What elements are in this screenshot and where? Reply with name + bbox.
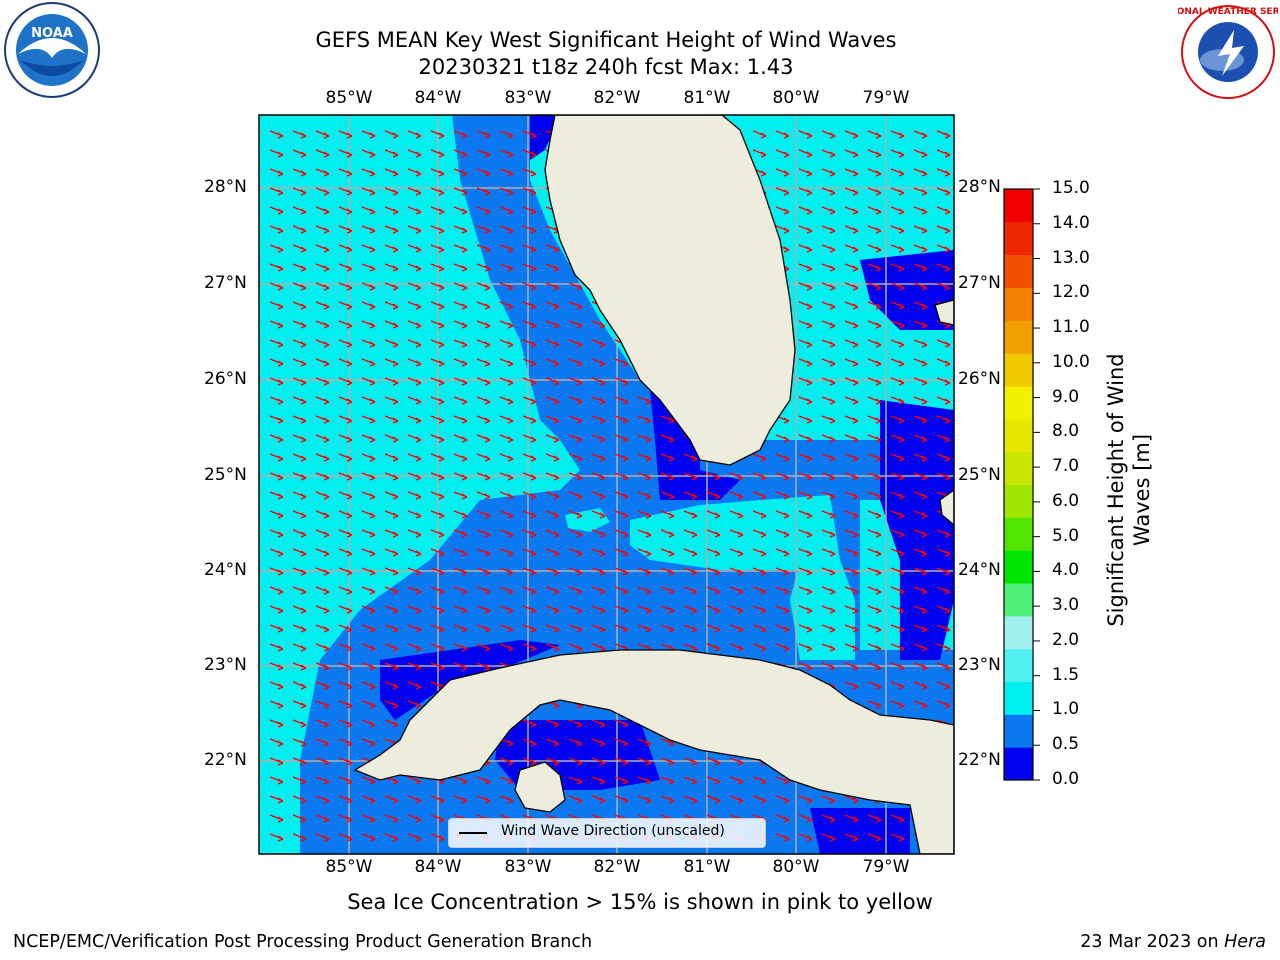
colorbar-tick-label: 12.0 bbox=[1052, 282, 1090, 303]
lon-top-label-3: 82°W bbox=[593, 88, 641, 108]
sea-ice-note: Sea Ice Concentration > 15% is shown in … bbox=[347, 890, 933, 914]
lon-bottom-label-1: 84°W bbox=[414, 857, 462, 877]
lat-right-label-1: 27°N bbox=[958, 273, 1001, 293]
colorbar-tick-label: 0.5 bbox=[1052, 734, 1080, 755]
colorbar-tick-label: 0.0 bbox=[1052, 769, 1080, 789]
colorbar-swatch bbox=[1004, 386, 1033, 420]
ocean-deep-east bbox=[880, 400, 954, 660]
colorbar-tick-label: 9.0 bbox=[1052, 386, 1080, 407]
colorbar-swatch bbox=[1004, 221, 1033, 256]
colorbar-swatch bbox=[1004, 254, 1033, 288]
colorbar-tick-label: 10.0 bbox=[1052, 351, 1090, 372]
lon-top-label-1: 84°W bbox=[414, 88, 462, 108]
colorbar-tick-label: 3.0 bbox=[1052, 595, 1080, 616]
colorbar-swatch bbox=[1004, 451, 1033, 485]
lat-left-label-4: 24°N bbox=[204, 560, 247, 580]
ocean-deep-southeast bbox=[810, 808, 910, 854]
colorbar-tick-label: 6.0 bbox=[1052, 490, 1080, 511]
lat-right-label-2: 26°N bbox=[958, 369, 1001, 389]
svg-text:NATIONAL WEATHER SERVICE: NATIONAL WEATHER SERVICE bbox=[1178, 7, 1278, 17]
colorbar-tick-label: 2.0 bbox=[1052, 629, 1080, 650]
colorbar-swatch bbox=[1004, 484, 1033, 518]
footer-right: 23 Mar 2023 on Hera bbox=[1080, 932, 1266, 952]
bahamas-land bbox=[939, 489, 954, 526]
colorbar-swatch bbox=[1004, 615, 1033, 650]
lat-left-label-6: 22°N bbox=[204, 750, 247, 770]
svg-text:NOAA: NOAA bbox=[31, 26, 73, 41]
lon-bottom-label-5: 80°W bbox=[772, 857, 820, 877]
colorbar-swatch bbox=[1004, 714, 1033, 748]
lon-bottom-label-0: 85°W bbox=[325, 857, 373, 877]
lon-bottom-label-2: 83°W bbox=[504, 857, 552, 877]
colorbar-tick-label: 4.0 bbox=[1052, 560, 1080, 581]
lon-top-label-5: 80°W bbox=[772, 88, 820, 108]
lat-right-label-4: 24°N bbox=[958, 560, 1001, 580]
colorbar-label: Significant Height of Wind Waves [m] bbox=[1104, 353, 1154, 627]
colorbar-swatch bbox=[1004, 320, 1033, 354]
lat-left-label-3: 25°N bbox=[204, 465, 247, 485]
lat-left-label-2: 26°N bbox=[204, 369, 247, 389]
colorbar-swatch bbox=[1004, 583, 1033, 617]
colorbar-swatch bbox=[1004, 189, 1033, 223]
lon-top-label-0: 85°W bbox=[325, 88, 373, 108]
chart-subtitle: 20230321 t18z 240h fcst Max: 1.43 bbox=[418, 55, 794, 79]
colorbar-swatch bbox=[1004, 747, 1033, 781]
ocean-deep-northeast bbox=[860, 250, 954, 330]
colorbar-swatch bbox=[1004, 418, 1033, 453]
colorbar-tick-label: 15.0 bbox=[1052, 178, 1090, 198]
ocean-cyan-bahamas-bank bbox=[790, 560, 855, 660]
bahamas-north-land bbox=[934, 299, 954, 326]
colorbar-tick-label: 8.0 bbox=[1052, 421, 1080, 442]
wave-direction-legend: Wind Wave Direction (unscaled) bbox=[448, 818, 766, 848]
isla-juventud-land bbox=[514, 761, 566, 813]
nws-logo: NATIONAL WEATHER SERVICE bbox=[1153, 4, 1280, 100]
colorbar-swatch bbox=[1004, 550, 1033, 584]
colorbar bbox=[1003, 188, 1040, 781]
lon-top-label-2: 83°W bbox=[504, 88, 552, 108]
lat-left-label-5: 23°N bbox=[204, 655, 247, 675]
map-frame bbox=[258, 114, 955, 855]
lon-bottom-label-4: 81°W bbox=[683, 857, 731, 877]
colorbar-tick-label: 11.0 bbox=[1052, 317, 1090, 338]
legend-line-icon bbox=[459, 832, 487, 834]
noaa-logo: NOAA bbox=[2, 2, 102, 98]
chart-title: GEFS MEAN Key West Significant Height of… bbox=[315, 28, 897, 52]
lat-right-label-3: 25°N bbox=[958, 465, 1001, 485]
footer-left: NCEP/EMC/Verification Post Processing Pr… bbox=[13, 932, 593, 952]
colorbar-tick-label: 1.0 bbox=[1052, 699, 1080, 720]
colorbar-tick-label: 7.0 bbox=[1052, 456, 1080, 477]
cuba-land bbox=[353, 649, 954, 854]
lat-left-label-1: 27°N bbox=[204, 273, 247, 293]
florida-land bbox=[544, 115, 796, 466]
colorbar-tick-label: 14.0 bbox=[1052, 212, 1090, 233]
lat-right-label-6: 22°N bbox=[958, 750, 1001, 770]
colorbar-swatch bbox=[1004, 681, 1033, 715]
lat-left-label-0: 28°N bbox=[204, 177, 247, 197]
colorbar-swatch bbox=[1004, 517, 1033, 551]
colorbar-swatch bbox=[1004, 648, 1033, 682]
colorbar-swatch bbox=[1004, 287, 1033, 321]
lat-right-label-0: 28°N bbox=[958, 177, 1001, 197]
lon-bottom-label-3: 82°W bbox=[593, 857, 641, 877]
colorbar-tick-label: 1.5 bbox=[1052, 664, 1080, 685]
lon-top-label-6: 79°W bbox=[862, 88, 910, 108]
colorbar-swatch bbox=[1004, 353, 1033, 387]
lon-top-label-4: 81°W bbox=[683, 88, 731, 108]
legend-label: Wind Wave Direction (unscaled) bbox=[501, 823, 725, 839]
colorbar-tick-label: 5.0 bbox=[1052, 525, 1080, 546]
colorbar-tick-label: 13.0 bbox=[1052, 247, 1090, 268]
lat-right-label-5: 23°N bbox=[958, 655, 1001, 675]
lon-bottom-label-6: 79°W bbox=[862, 857, 910, 877]
